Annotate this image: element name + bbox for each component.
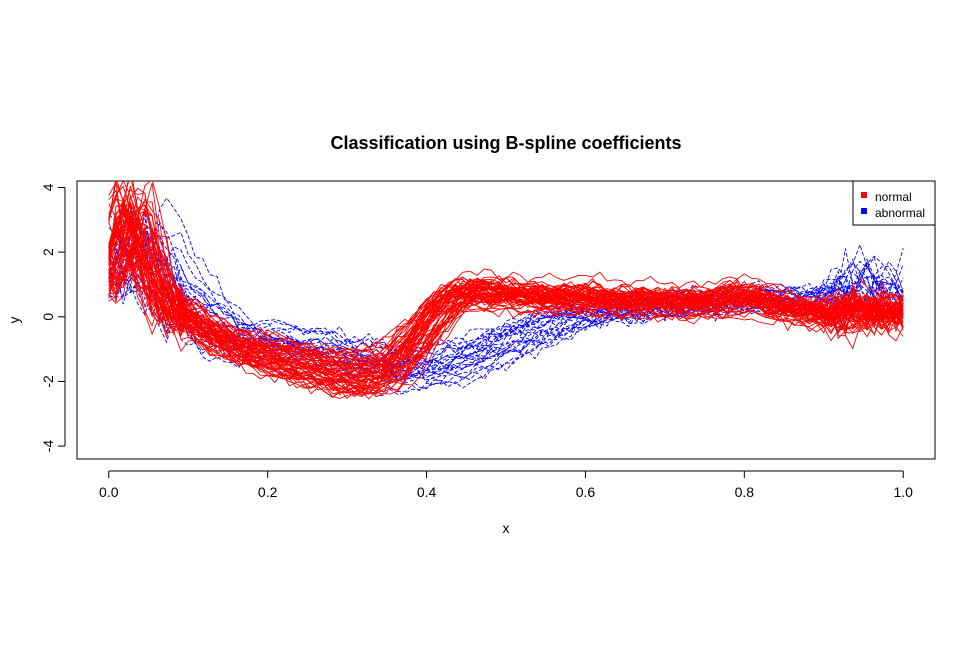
series-line-normal xyxy=(108,226,904,362)
series-line-normal xyxy=(108,228,904,381)
series-line-normal xyxy=(108,210,904,373)
series-line-abnormal xyxy=(108,254,904,385)
y-tick-label: 4 xyxy=(40,183,56,191)
x-tick-label: 0.4 xyxy=(417,484,437,500)
legend-label-normal: normal xyxy=(875,190,912,204)
series-line-abnormal xyxy=(108,238,904,370)
plot-frame xyxy=(76,180,936,460)
chart-title: Classification using B-spline coefficien… xyxy=(330,133,681,153)
series-line-normal xyxy=(108,197,904,354)
y-tick-label: -2 xyxy=(40,375,56,388)
series-line-abnormal xyxy=(108,236,904,356)
legend-box xyxy=(852,180,936,226)
series-line-normal xyxy=(108,189,904,378)
series-line-normal xyxy=(108,242,904,379)
y-tick-label: -4 xyxy=(40,440,56,453)
x-axis: 0.0 0.2 0.4 0.6 0.8 1.0 xyxy=(99,470,913,500)
legend-swatch-normal xyxy=(861,192,867,198)
series-line-abnormal xyxy=(108,197,904,381)
series-line-abnormal xyxy=(108,223,904,376)
y-tick-label: 0 xyxy=(40,313,56,321)
legend-swatch-abnormal xyxy=(861,208,867,214)
x-tick-label: 0.6 xyxy=(576,484,596,500)
x-tick-label: 0.8 xyxy=(735,484,755,500)
y-axis-label: y xyxy=(6,317,22,324)
legend: normal abnormal xyxy=(852,180,936,226)
x-tick-label: 0.2 xyxy=(258,484,278,500)
series-line-normal xyxy=(108,208,904,367)
x-tick-label: 1.0 xyxy=(893,484,913,500)
series-line-normal xyxy=(108,189,904,381)
series-line-normal xyxy=(108,234,904,375)
x-tick-label: 0.0 xyxy=(99,484,119,500)
y-tick-label: 2 xyxy=(40,248,56,256)
x-axis-label: x xyxy=(503,520,510,536)
series-line-abnormal xyxy=(108,230,904,351)
series-line-normal xyxy=(108,181,904,394)
series-line-normal xyxy=(108,202,904,370)
series-lines xyxy=(108,181,904,400)
y-axis: -4 -2 0 2 4 xyxy=(40,183,66,453)
legend-label-abnormal: abnormal xyxy=(875,206,925,220)
series-line-normal xyxy=(108,227,904,367)
